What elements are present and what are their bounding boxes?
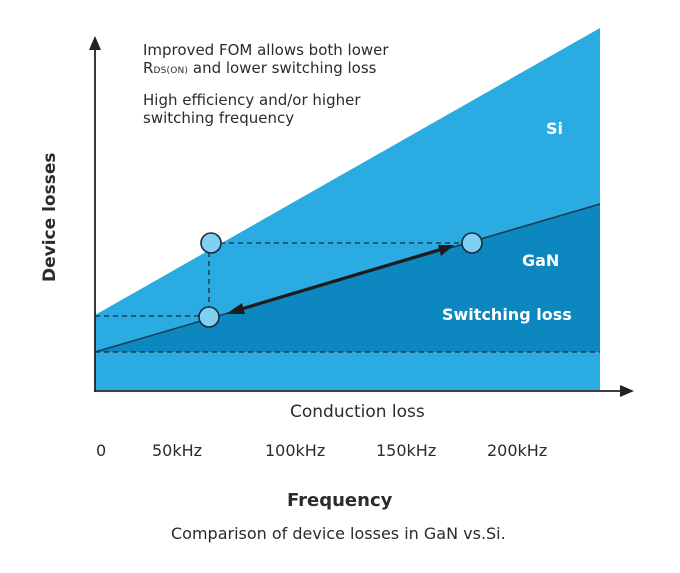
note-improved-fom: Improved FOM allows both lower [143,41,389,59]
tick-label: 150kHz [376,441,437,460]
region-label-switching-loss: Switching loss [442,305,572,324]
note-rdson-r: R [143,59,154,77]
marker-gan-low-loss-point [198,306,220,328]
region-label-si: Si [546,119,564,138]
improvement-arrow-shaft [237,247,443,312]
marker-gan-high-frequency-point [461,232,483,254]
tick-label: 50kHz [152,441,203,460]
y-axis-label: Device losses [40,152,60,282]
note-rdson-switching: RDS(ON) and lower switching loss [143,59,376,80]
tick-label: 0 [96,441,107,460]
region-label-gan: GaN [522,251,560,270]
improvement-arrowhead-right [438,245,454,256]
note-rdson-suffix: and lower switching loss [188,59,377,77]
note-high-efficiency: High efficiency and/or higher [143,91,361,109]
x-axis-label: Conduction loss [290,402,425,422]
y-axis-arrowhead [89,36,101,50]
switching-loss-band [95,352,600,390]
x-axis-arrowhead [620,385,634,397]
figure-caption: Comparison of device losses in GaN vs.Si… [171,524,506,543]
improvement-arrowhead-left [226,303,245,314]
frequency-label: Frequency [287,490,393,511]
tick-label: 100kHz [265,441,326,460]
note-rdson-subscript: DS(ON) [153,66,189,76]
marker-si-point [200,232,222,254]
note-switching-frequency: switching frequency [143,109,295,127]
tick-label: 200kHz [487,441,548,460]
